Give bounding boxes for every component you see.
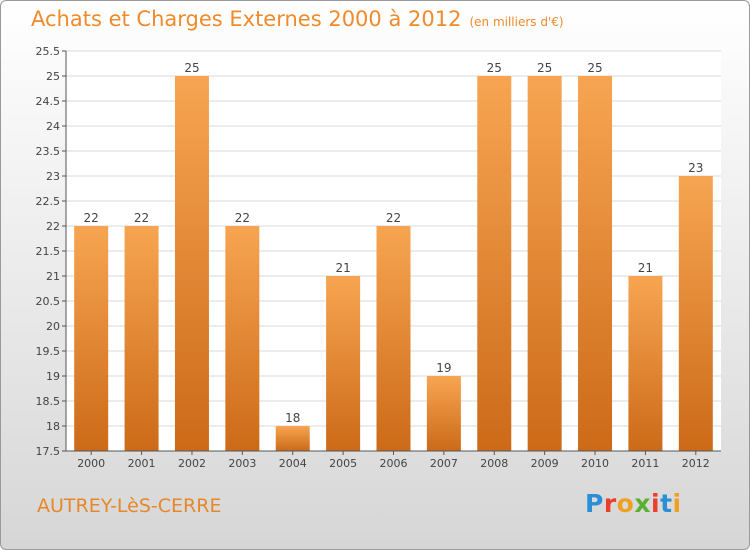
data-label: 19 <box>436 361 451 375</box>
bar <box>678 176 713 451</box>
data-label: 22 <box>134 211 149 225</box>
x-tick-label: 2006 <box>380 457 408 470</box>
bar <box>275 426 310 451</box>
bar <box>628 276 663 451</box>
y-tick-label: 17.5 <box>36 445 61 458</box>
data-label: 22 <box>386 211 401 225</box>
bar <box>124 226 159 451</box>
data-labels: 22 22 25 22 18 21 22 19 25 25 25 21 23 <box>84 61 704 425</box>
x-tick-label: 2002 <box>178 457 206 470</box>
x-tick-label: 2010 <box>581 457 609 470</box>
bar <box>225 226 260 451</box>
y-tick-label: 21.5 <box>36 245 61 258</box>
y-tick-label: 24.5 <box>36 95 61 108</box>
x-tick-label: 2009 <box>531 457 559 470</box>
data-label: 23 <box>688 161 703 175</box>
logo-letter: x <box>634 489 651 518</box>
logo-letter: i <box>651 489 661 518</box>
y-tick-label: 24 <box>46 120 60 133</box>
logo-letter: i <box>672 489 682 518</box>
y-axis-ticks: 17.5 18 18.5 19 19.5 20 20.5 21 21.5 22 22.5 23 23.5… <box>36 45 66 458</box>
proxiti-logo: Proxiti <box>585 489 682 518</box>
x-tick-label: 2001 <box>128 457 156 470</box>
logo-letter: t <box>660 489 673 518</box>
bar <box>376 226 411 451</box>
logo-letter: o <box>616 489 635 518</box>
bar <box>527 76 562 451</box>
data-label: 25 <box>487 61 502 75</box>
chart-title: Achats et Charges Externes 2000 à 2012 (e… <box>31 7 564 31</box>
y-tick-label: 23.5 <box>36 145 61 158</box>
x-tick-label: 2011 <box>631 457 659 470</box>
y-tick-label: 22.5 <box>36 195 61 208</box>
x-tick-label: 2004 <box>279 457 307 470</box>
y-tick-label: 19.5 <box>36 345 61 358</box>
x-axis-ticks: 2000 2001 2002 2003 2004 2005 2006 2007 2008 2009… <box>77 451 710 470</box>
bar <box>174 76 209 451</box>
logo-letter: r <box>603 489 617 518</box>
bar <box>477 76 512 451</box>
data-label: 25 <box>587 61 602 75</box>
data-label: 22 <box>235 211 250 225</box>
data-label: 21 <box>335 261 350 275</box>
y-tick-label: 23 <box>46 170 60 183</box>
y-tick-label: 20 <box>46 320 60 333</box>
x-tick-label: 2012 <box>682 457 710 470</box>
data-label: 25 <box>184 61 199 75</box>
x-tick-label: 2007 <box>430 457 458 470</box>
y-tick-label: 19 <box>46 370 60 383</box>
x-tick-label: 2000 <box>77 457 105 470</box>
x-tick-label: 2003 <box>228 457 256 470</box>
y-tick-label: 18.5 <box>36 395 61 408</box>
logo-letter: P <box>585 489 604 518</box>
y-tick-label: 25 <box>46 70 60 83</box>
data-label: 22 <box>84 211 99 225</box>
data-label: 25 <box>537 61 552 75</box>
y-tick-label: 20.5 <box>36 295 61 308</box>
bar <box>426 376 461 451</box>
data-label: 18 <box>285 411 300 425</box>
chart-title-unit: (en milliers d'€) <box>469 15 564 29</box>
data-label: 21 <box>638 261 653 275</box>
y-tick-label: 21 <box>46 270 60 283</box>
bars <box>74 76 713 451</box>
bar <box>74 226 109 451</box>
y-tick-label: 18 <box>46 420 60 433</box>
x-tick-label: 2008 <box>480 457 508 470</box>
chart-title-main: Achats et Charges Externes 2000 à 2012 <box>31 7 462 31</box>
commune-name: AUTREY-LèS-CERRE <box>37 495 222 517</box>
bar <box>326 276 361 451</box>
bar <box>578 76 613 451</box>
y-tick-label: 25.5 <box>36 45 61 58</box>
x-tick-label: 2005 <box>329 457 357 470</box>
y-tick-label: 22 <box>46 220 60 233</box>
